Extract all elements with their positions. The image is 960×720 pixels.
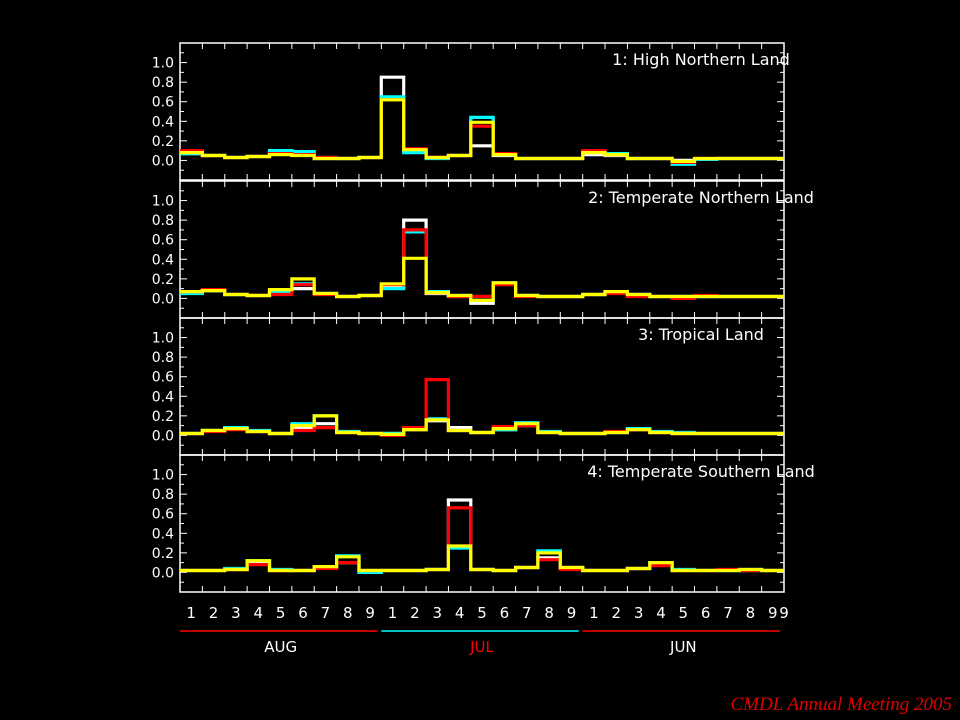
panel-title-4: 4: Temperate Southern Land [587,462,815,481]
x-tick-label: 4 [656,604,666,622]
panel-title-1: 1: High Northern Land [612,50,790,69]
month-label-aug: AUG [264,638,297,656]
x-tick-label: 7 [522,604,532,622]
y-tick-label: 0.4 [152,114,174,130]
y-tick-label: 0.2 [152,134,174,150]
x-tick-label: 5 [679,604,689,622]
y-tick-label: 0.0 [152,153,174,169]
y-tick-label: 1.0 [152,331,174,347]
y-tick-label: 0.8 [152,350,174,366]
y-tick-label: 1.0 [152,56,174,72]
x-tick-label: 9 [365,604,375,622]
y-tick-label: 1.0 [152,194,174,210]
x-tick-label: 4 [455,604,465,622]
series-line-yellow [180,98,784,163]
x-tick-label: 3 [231,604,241,622]
x-tick-label: 2 [209,604,219,622]
y-tick-label: 0.2 [152,409,174,425]
x-tick-label: 8 [544,604,554,622]
x-tick-label: 1 [388,604,398,622]
series-line-red [180,378,784,437]
y-tick-label: 0.0 [152,565,174,581]
y-tick-label: 0.0 [152,291,174,307]
x-tick-label: 2 [611,604,621,622]
x-tick-label: 6 [298,604,308,622]
x-tick-label: 6 [500,604,510,622]
x-tick-label: 7 [723,604,733,622]
x-tick-label: 3 [432,604,442,622]
x-tick-label: 1 [589,604,599,622]
y-tick-label: 0.6 [152,95,174,111]
month-label-jul: JUL [469,638,494,656]
x-tick-label: 5 [276,604,286,622]
panel-title-3: 3: Tropical Land [638,325,764,344]
month-label-jun: JUN [669,638,697,656]
series-line-cyan [180,230,784,299]
y-tick-label: 0.8 [152,213,174,229]
y-tick-label: 0.6 [152,233,174,249]
x-tick-label: 8 [746,604,756,622]
y-tick-label: 0.4 [152,252,174,268]
y-tick-label: 0.8 [152,75,174,91]
x-tick-label: 2 [410,604,420,622]
x-tick-label: 9 [779,604,789,622]
y-tick-label: 0.4 [152,389,174,405]
x-tick-label: 9 [567,604,577,622]
x-tick-label: 3 [634,604,644,622]
x-tick-label: 5 [477,604,487,622]
x-tick-label: 8 [343,604,353,622]
y-tick-label: 0.2 [152,272,174,288]
series-line-yellow [180,414,784,436]
y-tick-label: 0.6 [152,370,174,386]
panel-title-2: 2: Temperate Northern Land [588,188,814,207]
y-tick-label: 0.6 [152,507,174,523]
y-tick-label: 0.0 [152,428,174,444]
x-tick-label: 6 [701,604,711,622]
x-tick-label: 9 [768,604,778,622]
series-line-yellow [180,256,784,302]
x-tick-label: 7 [321,604,331,622]
y-tick-label: 0.2 [152,546,174,562]
x-tick-label: 1 [186,604,196,622]
y-tick-label: 0.8 [152,487,174,503]
footer-caption: CMDL Annual Meeting 2005 [730,694,953,715]
x-tick-label: 4 [254,604,264,622]
series-line-yellow [180,544,784,573]
y-tick-label: 1.0 [152,468,174,484]
y-tick-label: 0.4 [152,526,174,542]
